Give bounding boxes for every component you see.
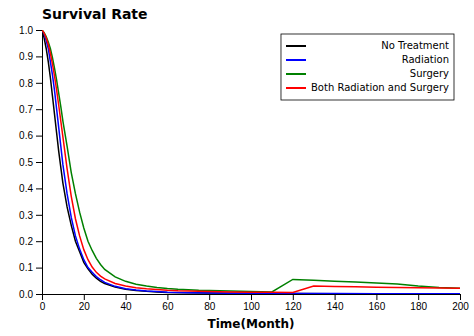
tick-mark — [36, 294, 42, 295]
tick-label: 140 — [327, 301, 344, 312]
tick: 80 — [204, 294, 216, 312]
tick-label: 1.0 — [19, 25, 33, 36]
tick-mark — [460, 294, 461, 300]
tick: 0.2 — [19, 236, 42, 247]
tick: 0.8 — [19, 78, 42, 89]
tick-mark — [84, 294, 85, 300]
axis-domain — [43, 295, 461, 301]
tick: 100 — [243, 294, 260, 312]
tick-label: 40 — [121, 301, 133, 312]
tick-mark — [36, 162, 42, 163]
line — [42, 30, 460, 294]
legend-label: Radiation — [402, 54, 449, 65]
tick-label: 0.7 — [19, 104, 33, 115]
tick: 60 — [162, 294, 174, 312]
tick-label: 0.3 — [19, 210, 33, 221]
tick: 140 — [327, 294, 344, 312]
tick: 0.3 — [19, 210, 42, 221]
tick: 180 — [410, 294, 427, 312]
legend-label: Surgery — [410, 68, 449, 79]
tick-label: 80 — [204, 301, 216, 312]
tick-mark — [36, 241, 42, 242]
series-group — [42, 30, 460, 294]
tick: 0.4 — [19, 183, 42, 194]
tick-label: 0.5 — [19, 157, 33, 168]
plot-area: 0204060801001201401601802000.00.10.20.30… — [19, 25, 469, 312]
tick: 0.5 — [19, 157, 42, 168]
tick-label: 180 — [410, 301, 427, 312]
line — [42, 30, 460, 292]
tick-mark — [36, 188, 42, 189]
tick: 1.0 — [19, 25, 42, 36]
tick-mark — [126, 294, 127, 300]
tick-mark — [167, 294, 168, 300]
tick-mark — [36, 83, 42, 84]
tick: 0.7 — [19, 104, 42, 115]
tick-label: 200 — [452, 301, 469, 312]
tick-mark — [376, 294, 377, 300]
tick-label: 20 — [79, 301, 91, 312]
tick: 0.6 — [19, 130, 42, 141]
tick-mark — [36, 109, 42, 110]
line — [42, 30, 460, 294]
tick: 0 — [40, 294, 46, 312]
legend-label: No Treatment — [381, 40, 449, 51]
legend: No Treatment Radiation Surgery Both Radiati… — [281, 34, 454, 100]
tick-mark — [293, 294, 294, 300]
tick-label: 0.6 — [19, 130, 33, 141]
y-axis: 0.0 0.1 0.2 0.3 0.4 0.5 0.6 0.7 0.8 0.9 1.0 — [19, 25, 42, 300]
legend-symbol — [286, 73, 306, 75]
tick-mark — [335, 294, 336, 300]
tick-mark — [36, 136, 42, 137]
tick-mark — [36, 56, 42, 57]
tick-mark — [251, 294, 252, 300]
tick: 0.0 — [19, 289, 42, 300]
tick-label: 160 — [369, 301, 386, 312]
title: Survival Rate — [42, 6, 148, 22]
tick-label: 0.4 — [19, 183, 33, 194]
tick-label: 0.1 — [19, 262, 33, 273]
tick-mark — [36, 215, 42, 216]
legend-symbol — [286, 87, 306, 89]
tick: 40 — [121, 294, 133, 312]
x-axis: 0 20 40 60 80 100 120 140 160 180 200 — [40, 294, 470, 312]
tick-label: 0.9 — [19, 51, 33, 62]
x-axis-label: Time(Month) — [208, 317, 295, 331]
tick: 120 — [285, 294, 302, 312]
tick-mark — [418, 294, 419, 300]
legend-symbol — [286, 45, 306, 47]
tick-label: 0 — [40, 301, 46, 312]
tick: 20 — [79, 294, 91, 312]
tick-label: 0.0 — [19, 289, 33, 300]
tick-mark — [36, 30, 42, 31]
tick-label: 100 — [243, 301, 260, 312]
tick-label: 0.2 — [19, 236, 33, 247]
tick-label: 0.8 — [19, 78, 33, 89]
chart: 0204060801001201401601802000.00.10.20.30… — [0, 0, 474, 336]
axis-domain — [36, 31, 43, 295]
line — [42, 30, 460, 292]
legend-frame — [281, 34, 454, 100]
legend-label: Both Radiation and Surgery — [311, 82, 449, 93]
tick: 160 — [369, 294, 386, 312]
tick-label: 60 — [162, 301, 174, 312]
tick: 0.9 — [19, 51, 42, 62]
tick: 200 — [452, 294, 469, 312]
legend-symbol — [286, 59, 306, 61]
tick-label: 120 — [285, 301, 302, 312]
tick-mark — [36, 268, 42, 269]
tick-mark — [209, 294, 210, 300]
tick: 0.1 — [19, 262, 42, 273]
